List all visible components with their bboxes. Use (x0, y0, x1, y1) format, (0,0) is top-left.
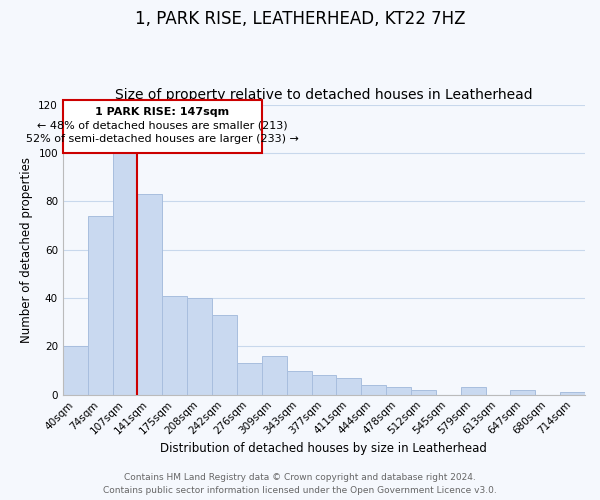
Bar (262, 356, 287, 395)
X-axis label: Distribution of detached houses by size in Leatherhead: Distribution of detached houses by size … (160, 442, 487, 455)
Bar (560, 392, 585, 394)
Bar (411, 390, 436, 394)
Text: ← 48% of detached houses are smaller (213): ← 48% of detached houses are smaller (21… (37, 120, 287, 130)
Bar (361, 385, 386, 394)
Y-axis label: Number of detached properties: Number of detached properties (20, 156, 32, 342)
Bar (212, 315, 237, 394)
Bar (137, 194, 163, 394)
Bar (337, 378, 361, 394)
Bar (461, 388, 485, 394)
Text: 1 PARK RISE: 147sqm: 1 PARK RISE: 147sqm (95, 107, 229, 117)
Bar (237, 364, 262, 394)
Bar (287, 370, 311, 394)
Title: Size of property relative to detached houses in Leatherhead: Size of property relative to detached ho… (115, 88, 533, 102)
Text: Contains HM Land Registry data © Crown copyright and database right 2024.
Contai: Contains HM Land Registry data © Crown c… (103, 473, 497, 495)
Bar (163, 296, 187, 394)
Bar (88, 216, 113, 394)
Bar (311, 376, 337, 394)
Bar (113, 150, 137, 394)
Bar (511, 390, 535, 394)
FancyBboxPatch shape (63, 100, 262, 153)
Text: 1, PARK RISE, LEATHERHEAD, KT22 7HZ: 1, PARK RISE, LEATHERHEAD, KT22 7HZ (135, 10, 465, 28)
Bar (386, 388, 411, 394)
Text: 52% of semi-detached houses are larger (233) →: 52% of semi-detached houses are larger (… (26, 134, 299, 143)
Bar (63, 346, 88, 395)
Bar (187, 298, 212, 394)
